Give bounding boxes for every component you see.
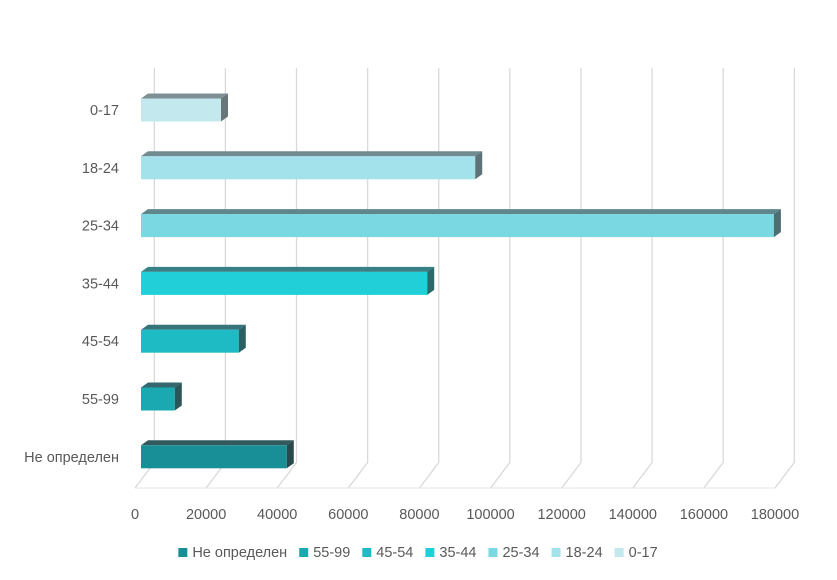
bar (141, 440, 294, 469)
bar-top-face (141, 266, 435, 272)
bar-side-face (475, 151, 483, 180)
floor-gridline (632, 462, 653, 489)
legend-item: 18-24 (551, 545, 603, 561)
tick-label: 160000 (680, 507, 728, 523)
bar (141, 209, 781, 238)
legend-swatch (299, 548, 309, 557)
category-label: 0-17 (90, 103, 119, 119)
legend-label: 45-54 (376, 545, 413, 561)
bar-front-face (141, 214, 774, 238)
floor-gridline (703, 462, 724, 489)
bar-side-face (174, 382, 182, 411)
legend-label: 35-44 (439, 545, 476, 561)
floor-gridline (561, 462, 582, 489)
tick-label: 20000 (186, 507, 226, 523)
legend-item: 35-44 (425, 545, 476, 561)
bar-top-face (141, 324, 246, 330)
bar-side-face (238, 324, 246, 353)
bar-side-face (286, 440, 294, 469)
floor-gridline (418, 462, 440, 489)
legend-swatch (362, 548, 372, 557)
bar-top-face (141, 151, 483, 157)
floor-gridline (774, 462, 795, 489)
bar-top-face (141, 93, 228, 99)
floor-gridline (490, 462, 511, 489)
bar-top-face (141, 382, 182, 388)
legend-swatch (178, 548, 188, 557)
legend-swatch (425, 548, 435, 557)
legend-label: Не определен (192, 545, 287, 561)
category-label: 25-34 (82, 219, 119, 235)
legend-swatch (488, 548, 498, 557)
category-label: 45-54 (82, 334, 119, 350)
bar-side-face (427, 266, 435, 295)
category-label: 35-44 (82, 276, 119, 292)
legend-label: 18-24 (566, 545, 603, 561)
bars (141, 93, 781, 469)
legend-item: Не определен (178, 545, 287, 561)
bar (141, 151, 483, 180)
gridlines (153, 68, 795, 463)
bar-front-face (141, 156, 476, 180)
bar-top-face (141, 440, 294, 446)
legend: Не определен 55-99 45-54 35-44 25-34 18-24 0-1… (178, 545, 658, 561)
value-axis: 0 20000 40000 60000 80000 100000 120000 140000 1… (131, 507, 799, 523)
tick-label: 80000 (399, 507, 439, 523)
legend-item: 0-17 (614, 545, 658, 561)
tick-label: 100000 (466, 507, 514, 523)
legend-label: 25-34 (502, 545, 539, 561)
tick-label: 120000 (537, 507, 585, 523)
legend-swatch (551, 548, 561, 557)
bar (141, 266, 435, 295)
category-label: Не определен (24, 450, 119, 466)
tick-label: 0 (131, 507, 139, 523)
category-label: 55-99 (82, 392, 119, 408)
bar-front-face (141, 387, 175, 411)
floor-gridline (276, 462, 298, 489)
floor-gridline (347, 462, 369, 489)
category-axis: 0-17 18-24 25-34 35-44 45-54 55-99 Не определе… (24, 103, 119, 466)
legend-item: 55-99 (299, 545, 350, 561)
bar-front-face (141, 98, 221, 122)
tick-label: 140000 (609, 507, 657, 523)
bar-side-face (221, 93, 228, 122)
legend-item: 45-54 (362, 545, 413, 561)
bar-front-face (141, 445, 287, 469)
tick-label: 60000 (328, 507, 368, 523)
legend-label: 0-17 (629, 545, 658, 561)
bar-front-face (141, 329, 239, 353)
bar-front-face (141, 271, 428, 295)
bar (141, 382, 182, 411)
bar-side-face (773, 209, 781, 238)
tick-label: 40000 (257, 507, 297, 523)
tick-label: 180000 (751, 507, 799, 523)
legend-label: 55-99 (313, 545, 350, 561)
bar-top-face (141, 209, 781, 215)
legend-item: 25-34 (488, 545, 540, 561)
legend-swatch (614, 548, 624, 557)
category-label: 18-24 (82, 161, 119, 177)
bar (141, 324, 246, 353)
bar (141, 93, 228, 122)
